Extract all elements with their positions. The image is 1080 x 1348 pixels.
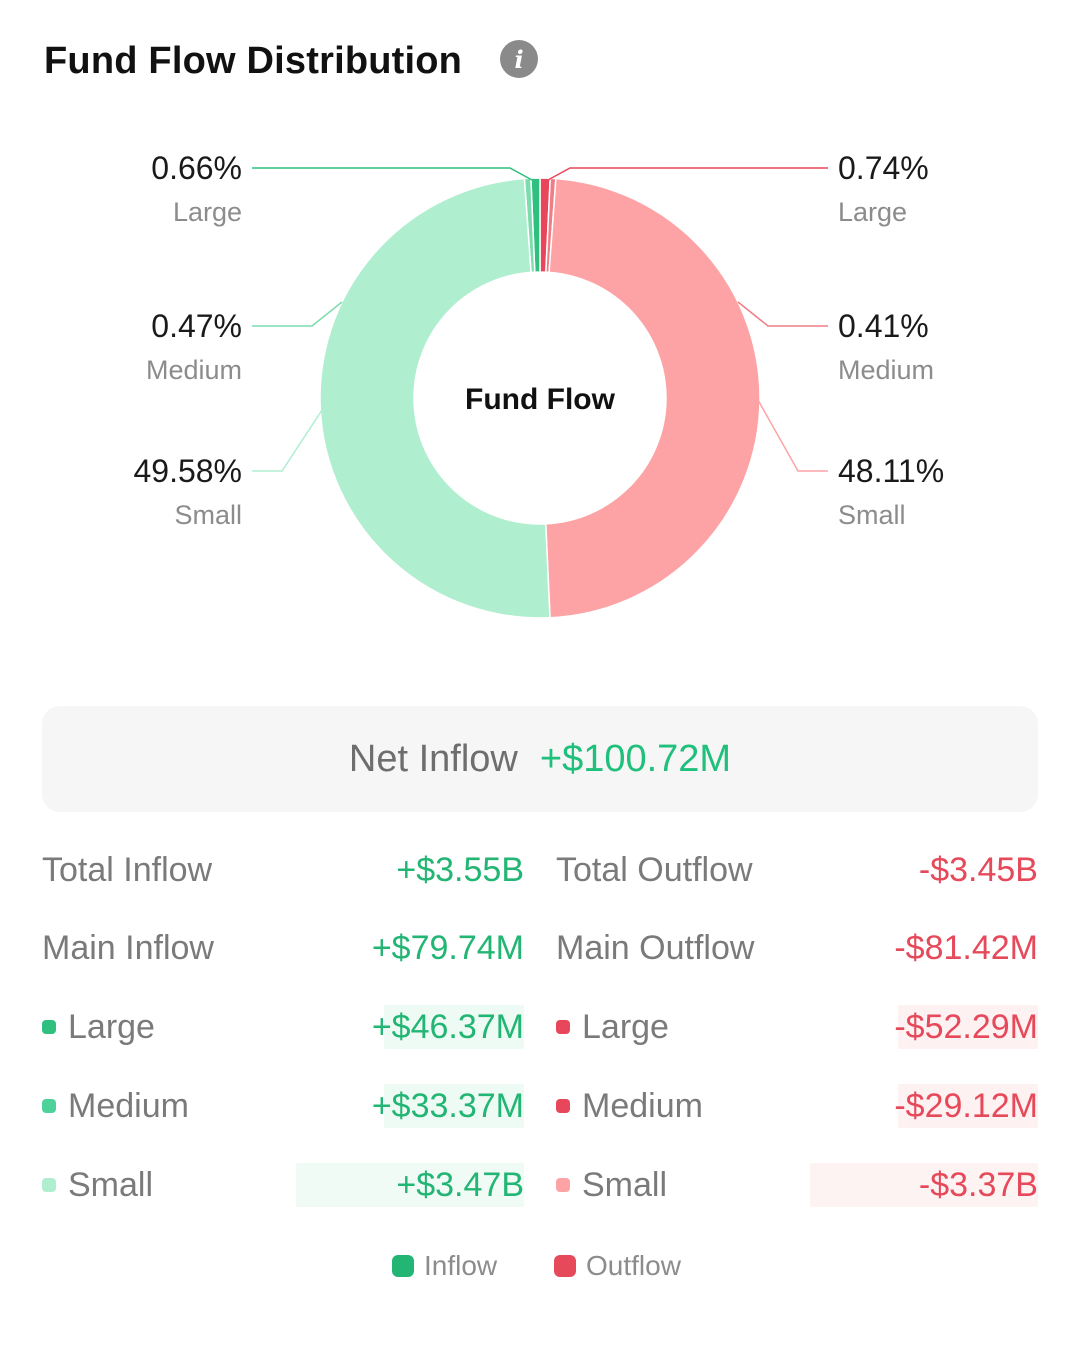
donut-slice-outflow-small — [544, 177, 761, 619]
inflow-large-row: Large +$46.37M — [42, 1005, 524, 1049]
legend-inflow-label: Inflow — [424, 1250, 498, 1281]
outflow-small-dot — [556, 1178, 570, 1192]
outflow-large-row: Large -$52.29M — [556, 1005, 1038, 1049]
total-inflow-row: Total Inflow +$3.55B — [42, 848, 524, 892]
inflow-small-dot — [42, 1178, 56, 1192]
outflow-large-value: -$52.29M — [894, 1007, 1038, 1046]
leader-outflow-small — [757, 399, 828, 472]
inflow-large-value: +$46.37M — [371, 1007, 524, 1046]
info-icon[interactable]: i — [500, 40, 538, 78]
inflow-large-label: Large — [68, 1007, 155, 1046]
leader-outflow-large — [547, 167, 828, 181]
inflow-large-percent: 0.66% — [151, 150, 242, 186]
inflow-small-row: Small +$3.47B — [42, 1163, 524, 1207]
outflow-large-dot — [556, 1020, 570, 1034]
outflow-small-percent: 48.11% — [838, 453, 945, 489]
inflow-small-bar — [296, 1163, 524, 1207]
main-inflow-label: Main Inflow — [42, 928, 214, 967]
inflow-medium-dot — [42, 1099, 56, 1113]
fund-flow-donut-chart — [252, 167, 828, 619]
total-outflow-row: Total Outflow -$3.45B — [556, 848, 1038, 892]
legend-inflow-swatch — [392, 1255, 414, 1277]
net-inflow-value: +$100.72M — [539, 737, 732, 780]
legend-outflow-swatch — [554, 1255, 576, 1277]
outflow-small-label: Small — [582, 1165, 668, 1204]
outflow-large-bar — [898, 1005, 1038, 1049]
outflow-small-value: -$3.37B — [918, 1165, 1038, 1204]
outflow-medium-dot — [556, 1099, 570, 1113]
inflow-large-bar — [384, 1005, 524, 1049]
total-inflow-value: +$3.55B — [396, 850, 524, 889]
outflow-small-label: Small — [838, 500, 906, 530]
outflow-large-label: Large — [838, 197, 908, 227]
outflow-small-row: Small -$3.37B — [556, 1163, 1038, 1207]
net-inflow-box: Net Inflow +$100.72M — [42, 706, 1038, 812]
inflow-small-value: +$3.47B — [396, 1165, 524, 1204]
leader-inflow-large — [252, 167, 533, 181]
leader-inflow-small — [252, 409, 323, 472]
header: Fund Flow Distribution — [44, 36, 462, 86]
inflow-small-percent: 49.58% — [133, 453, 242, 489]
leader-inflow-medium — [252, 301, 343, 327]
inflow-small-label: Small — [174, 500, 242, 530]
outflow-medium-label: Medium — [582, 1086, 703, 1125]
outflow-medium-label: Medium — [838, 355, 935, 385]
outflow-small-bar — [810, 1163, 1038, 1207]
outflow-medium-row: Medium -$29.12M — [556, 1084, 1038, 1128]
outflow-large-percent: 0.74% — [838, 150, 929, 186]
main-outflow-row: Main Outflow -$81.42M — [556, 926, 1038, 970]
chart-center-label: Fund Flow — [465, 383, 615, 416]
inflow-medium-percent: 0.47% — [151, 308, 242, 344]
total-inflow-label: Total Inflow — [42, 850, 213, 889]
inflow-medium-value: +$33.37M — [371, 1086, 524, 1125]
legend-outflow[interactable]: Outflow — [554, 1250, 681, 1282]
donut-slice-inflow-small — [319, 177, 551, 619]
inflow-medium-row: Medium +$33.37M — [42, 1084, 524, 1128]
total-outflow-value: -$3.45B — [918, 850, 1038, 889]
inflow-small-label: Small — [68, 1165, 154, 1204]
legend-inflow[interactable]: Inflow — [392, 1250, 497, 1282]
legend-outflow-label: Outflow — [586, 1250, 681, 1281]
total-outflow-label: Total Outflow — [556, 850, 753, 889]
main-outflow-value: -$81.42M — [894, 928, 1038, 967]
inflow-medium-bar — [384, 1084, 524, 1128]
outflow-large-label: Large — [582, 1007, 669, 1046]
outflow-medium-percent: 0.41% — [838, 308, 929, 344]
outflow-medium-bar — [898, 1084, 1038, 1128]
main-inflow-row: Main Inflow +$79.74M — [42, 926, 524, 970]
outflow-medium-value: -$29.12M — [894, 1086, 1038, 1125]
inflow-large-dot — [42, 1020, 56, 1034]
page-title: Fund Flow Distribution — [44, 39, 463, 82]
inflow-large-label: Large — [172, 197, 242, 227]
main-inflow-value: +$79.74M — [371, 928, 524, 967]
main-outflow-label: Main Outflow — [556, 928, 755, 967]
leader-outflow-medium — [737, 301, 828, 327]
net-inflow-label: Net Inflow — [348, 737, 518, 780]
inflow-medium-label: Medium — [68, 1086, 189, 1125]
inflow-medium-label: Medium — [145, 355, 242, 385]
